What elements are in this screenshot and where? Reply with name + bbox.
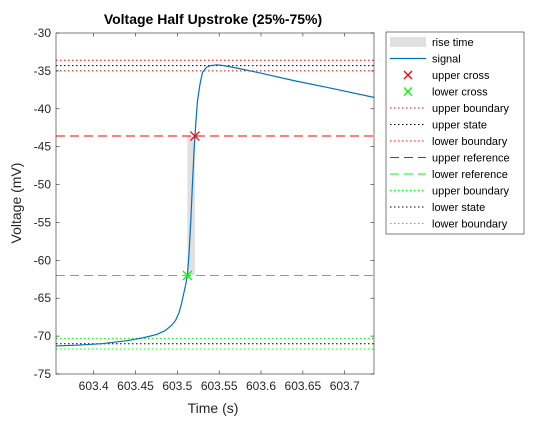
legend-entry: lower boundary [390, 136, 508, 148]
y-tick-label: -60 [34, 253, 52, 267]
y-axis-label: Voltage (mV) [8, 163, 24, 244]
y-tick-label: -50 [34, 178, 52, 192]
legend-label: upper state [432, 120, 487, 132]
x-tick-label: 603.55 [201, 379, 238, 393]
x-tick-label: 603.5 [162, 379, 192, 393]
x-axis-label: Time (s) [188, 400, 239, 416]
legend-entry: rise time [390, 37, 474, 49]
lower-cross-marker-stroke-b [182, 270, 193, 281]
legend-label: upper boundary [432, 186, 510, 198]
x-tick-label: 603.6 [246, 379, 276, 393]
legend-label: lower cross [432, 87, 488, 99]
upper-cross-marker-stroke-b [189, 131, 200, 142]
legend-entry: upper boundary [390, 103, 510, 115]
legend-swatch-x-b [403, 87, 413, 96]
x-tick-label: 603.65 [285, 379, 322, 393]
x-tick-label: 603.7 [330, 379, 360, 393]
legend-entry: lower cross [403, 87, 488, 99]
axes-box [55, 32, 375, 375]
legend-label: upper cross [432, 70, 490, 82]
chart-title: Voltage Half Upstroke (25%-75%) [104, 11, 322, 27]
legend-swatch-patch [390, 37, 426, 47]
legend: rise time signal upper cross lower cross upp… [385, 31, 525, 235]
legend-entry: upper boundary [390, 186, 510, 198]
legend-label: upper reference [432, 153, 510, 165]
legend-label: lower state [432, 202, 485, 214]
plot-area: 603.4 603.45 603.5 603.55 603.6 603.65 603.7 -7… [34, 26, 375, 393]
x-tick-label: 603.4 [79, 379, 109, 393]
legend-label: signal [432, 54, 461, 66]
y-tick-label: -55 [34, 215, 52, 229]
y-tick-label: -70 [34, 329, 52, 343]
legend-label: lower reference [432, 169, 508, 181]
legend-entry: lower reference [390, 169, 508, 181]
signal-line [56, 64, 374, 347]
legend-entry: signal [390, 54, 461, 66]
plot-content [56, 59, 374, 350]
legend-entry: lower boundary [390, 219, 508, 231]
lower-cross-marker [182, 270, 193, 281]
upper-cross-marker [189, 131, 200, 142]
legend-swatch-x-b [403, 70, 413, 80]
legend-entry: upper cross [403, 70, 490, 82]
y-tick-label: -45 [34, 140, 52, 154]
y-tick-label: -40 [34, 102, 52, 116]
y-tick-label: -65 [34, 291, 52, 305]
y-tick-label: -35 [34, 64, 52, 78]
legend-entry: upper reference [390, 153, 510, 165]
plot-background [56, 33, 374, 374]
legend-label: rise time [432, 37, 474, 49]
legend-label: lower boundary [432, 136, 508, 148]
x-tick-label: 603.45 [117, 379, 154, 393]
y-tick-label: -75 [34, 367, 52, 381]
legend-entry: upper state [390, 120, 487, 132]
y-tick-label: -30 [34, 26, 52, 40]
legend-label: lower boundary [432, 219, 508, 231]
legend-entry: lower state [390, 202, 485, 214]
legend-box [385, 31, 525, 235]
legend-label: upper boundary [432, 103, 510, 115]
